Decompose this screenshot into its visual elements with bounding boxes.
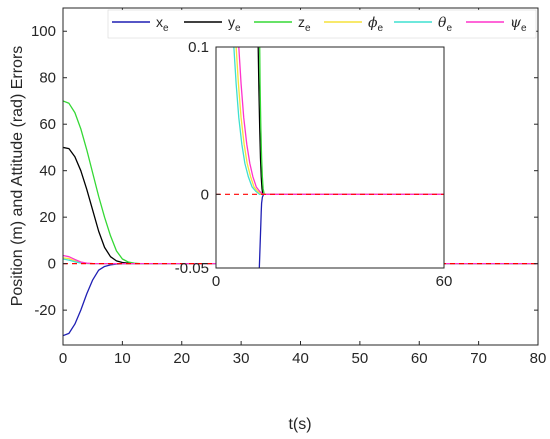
inset-series-group [216, 47, 444, 268]
inset-y-tick-label: -0.05 [175, 260, 209, 277]
main-x-tick-label: 60 [411, 350, 428, 367]
main-ticks-group: 0 10 20 30 40 50 60 70 80 -20 0 20 40 60 80 100 [31, 8, 546, 367]
inset-x-tick-label: 0 [212, 273, 220, 290]
main-x-tick-label: 30 [233, 350, 250, 367]
inset-series-phie [235, 47, 444, 195]
inset-y-tick-label: 0 [201, 186, 209, 203]
main-y-tick-label: 40 [39, 163, 56, 180]
inset-x-tick-label: 60 [436, 273, 453, 290]
y-axis-label: Position (m) and Attitude (rad) Errors [9, 46, 26, 307]
main-series-psie [63, 254, 538, 265]
main-series-ze [63, 100, 538, 265]
legend-label-0: xe [156, 14, 169, 34]
main-y-tick-label: 80 [39, 70, 56, 87]
main-x-tick-label: 50 [352, 350, 369, 367]
main-axes-box [62, 7, 539, 346]
legend-label-5: ψe [510, 15, 527, 34]
main-y-tick-label: 0 [48, 256, 56, 273]
main-y-tick-label: -20 [34, 302, 56, 319]
legend-label-1: ye [228, 14, 241, 34]
main-x-tick-label: 80 [530, 350, 547, 367]
main-y-tick-label: 20 [39, 209, 56, 226]
legend-label-2: ze [298, 14, 311, 34]
inset-y-tick-label: 0.1 [188, 39, 209, 56]
inset-axes-box [215, 46, 445, 269]
main-y-tick-label: 100 [31, 23, 56, 40]
legend-box [107, 9, 537, 39]
inset-series-thetae [233, 47, 444, 195]
legend: xe ye ze ϕe θe ψe [107, 9, 537, 39]
main-x-tick-label: 40 [292, 350, 309, 367]
main-x-tick-label: 10 [114, 350, 131, 367]
inset-series-psie [238, 47, 444, 195]
legend-label-4: θe [438, 15, 452, 34]
main-x-tick-label: 0 [59, 350, 67, 367]
main-x-tick-label: 70 [470, 350, 487, 367]
x-axis-label: t(s) [288, 416, 311, 433]
main-y-tick-label: 60 [39, 116, 56, 133]
legend-label-3: ϕe [368, 15, 384, 34]
main-x-tick-label: 20 [173, 350, 190, 367]
inset-plot-area [215, 46, 445, 269]
inset-series-ze [259, 47, 444, 195]
